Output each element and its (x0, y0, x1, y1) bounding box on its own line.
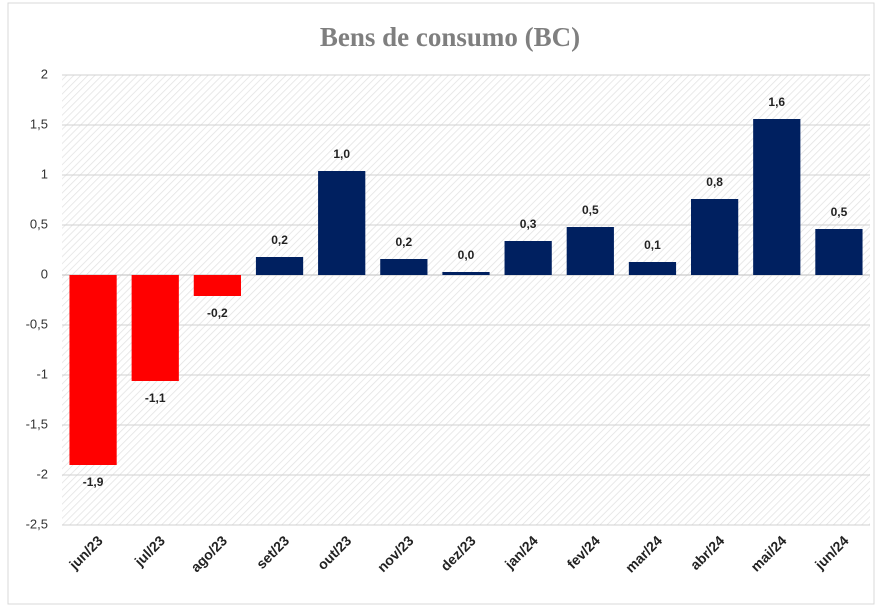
bar (504, 241, 552, 275)
data-label: 0,3 (520, 217, 537, 231)
bar (318, 171, 366, 275)
x-tick-label: set/23 (253, 532, 293, 572)
data-label: 0,2 (271, 233, 288, 247)
bar (255, 257, 304, 275)
data-label: 1,6 (768, 95, 785, 109)
x-tick-label: nov/23 (374, 532, 417, 575)
y-tick-label: 1,5 (30, 116, 48, 131)
bar (628, 262, 677, 275)
x-tick-label: jun/23 (65, 532, 106, 573)
data-label: 0,1 (644, 238, 661, 252)
plot-area (62, 75, 870, 525)
y-tick-label: -0,5 (26, 316, 48, 331)
data-label: -1,1 (145, 391, 166, 405)
data-label: 0,0 (458, 248, 475, 262)
x-tick-label: abr/24 (687, 532, 728, 573)
bar (815, 229, 863, 275)
data-label: 0,2 (396, 235, 413, 249)
x-tick-label: mar/24 (622, 532, 665, 575)
x-tick-label: out/23 (314, 532, 355, 573)
bar (753, 119, 801, 275)
bar (380, 259, 428, 275)
y-tick-label: 0 (41, 266, 48, 281)
data-label: 1,0 (333, 147, 350, 161)
x-tick-label: fev/24 (564, 532, 604, 572)
y-tick-label: 0,5 (30, 216, 48, 231)
x-tick-label: jan/24 (501, 532, 541, 572)
x-tick-label: dez/23 (437, 532, 479, 574)
y-tick-label: 2 (41, 66, 48, 81)
y-tick-label: -1,5 (26, 416, 48, 431)
bar (442, 272, 490, 275)
bar (690, 199, 739, 275)
y-tick-label: -2,5 (26, 516, 48, 531)
bar (131, 275, 179, 381)
data-label: 0,8 (706, 175, 723, 189)
bar (566, 227, 614, 275)
y-tick-label: 1 (41, 166, 48, 181)
chart-frame (7, 2, 875, 605)
chart-title: Bens de consumo (BC) (320, 22, 580, 52)
data-label: 0,5 (582, 203, 599, 217)
data-label: -0,2 (207, 306, 228, 320)
x-tick-label: mai/24 (747, 532, 789, 574)
data-label: -1,9 (83, 475, 104, 489)
x-tick-label: jul/23 (131, 532, 168, 569)
y-tick-label: -2 (36, 466, 48, 481)
bar (193, 275, 242, 296)
x-tick-label: ago/23 (187, 532, 230, 575)
y-tick-label: -1 (36, 366, 48, 381)
x-tick-label: jun/24 (811, 532, 852, 573)
bar (69, 275, 117, 465)
data-label: 0,5 (831, 205, 848, 219)
